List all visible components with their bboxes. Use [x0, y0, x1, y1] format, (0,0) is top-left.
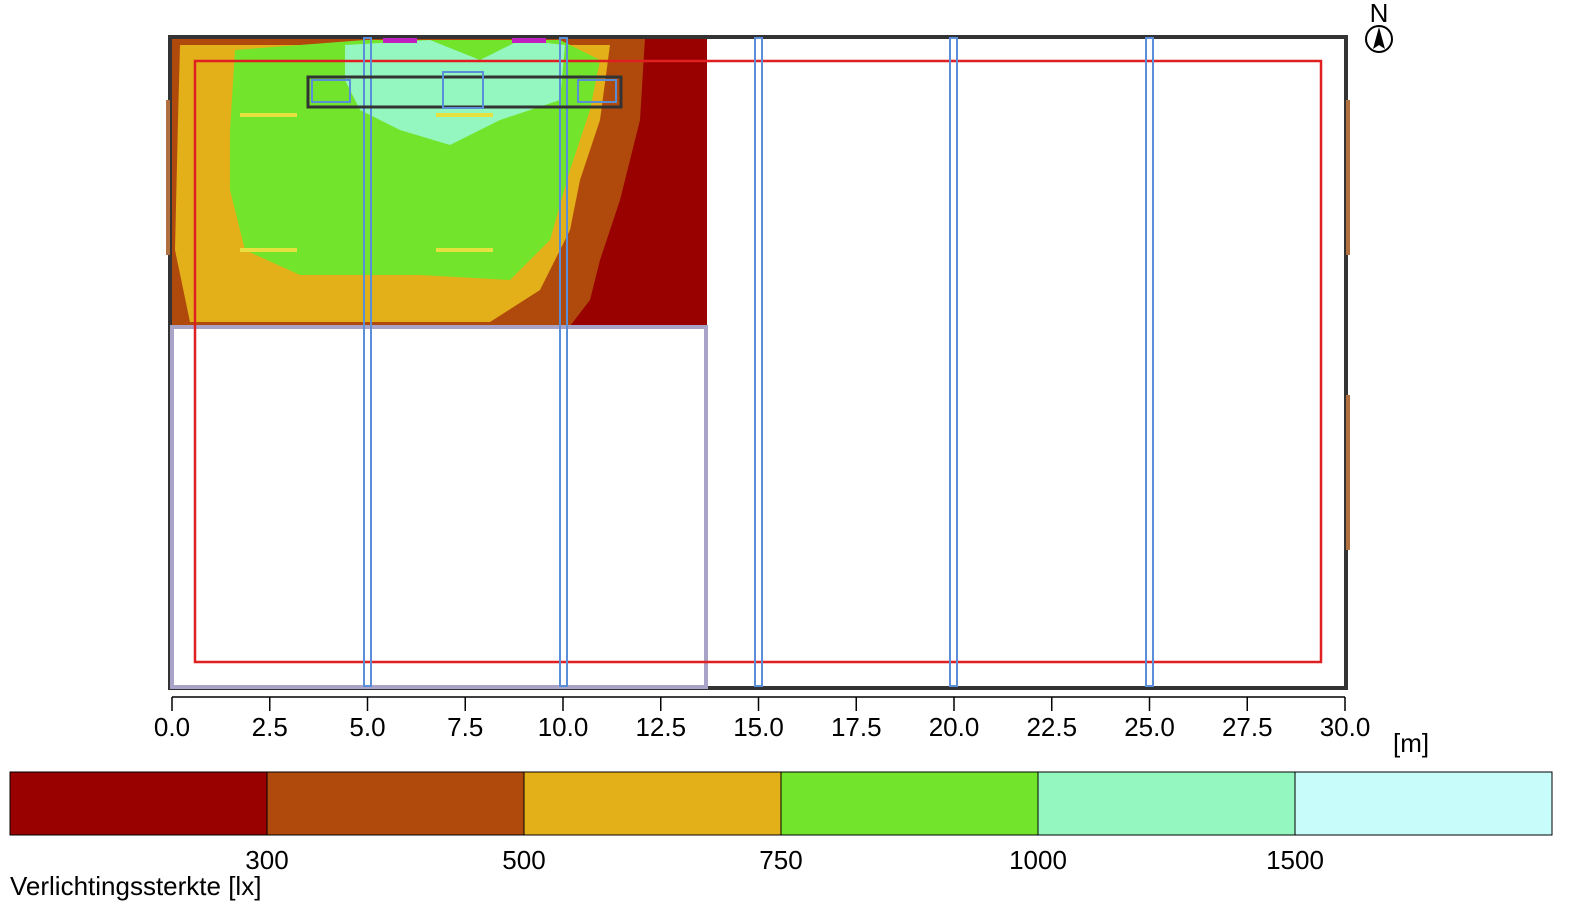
beam: [1145, 37, 1154, 687]
scale-unit: [m]: [1393, 728, 1429, 758]
luminaire: [577, 79, 617, 103]
north-label: N: [1370, 0, 1389, 28]
legend-swatch: [780, 771, 1039, 836]
beam: [363, 37, 372, 687]
legend-title: Verlichtingssterkte [lx]: [10, 871, 261, 901]
luminaires: [166, 38, 1350, 550]
luminaire: [240, 113, 297, 117]
scale-label: 12.5: [635, 712, 686, 742]
door: [166, 100, 170, 255]
window: [512, 38, 546, 43]
calculation-area: [193, 59, 1323, 664]
beam: [949, 37, 958, 687]
scale-label: 17.5: [831, 712, 882, 742]
scale-label: 7.5: [447, 712, 483, 742]
legend-label: 1000: [1009, 845, 1067, 875]
legend: 300 500 750 1000 1500: [9, 771, 1553, 875]
legend-label: 300: [245, 845, 288, 875]
window: [383, 38, 417, 43]
scale-label: 20.0: [929, 712, 980, 742]
scale-label: 27.5: [1222, 712, 1273, 742]
scale-label: 15.0: [733, 712, 784, 742]
scale-label: 10.0: [538, 712, 589, 742]
compass-needle: [1373, 27, 1385, 49]
door: [1346, 395, 1350, 550]
north-arrow: N: [1365, 0, 1393, 53]
scale-label: 22.5: [1026, 712, 1077, 742]
scale-label: 0.0: [154, 712, 190, 742]
luminaire: [311, 79, 351, 103]
sub-room: [170, 325, 708, 689]
luminaire: [240, 248, 297, 252]
scale: 0.0 2.5 5.0 7.5 10.0 12.5 15.0 17.5 20.0 22.5 25.0…: [154, 697, 1370, 742]
beam: [754, 37, 763, 687]
legend-swatch: [266, 771, 525, 836]
scale-label: 2.5: [252, 712, 288, 742]
zone-1500: [345, 40, 565, 145]
scale-label: 5.0: [349, 712, 385, 742]
luminaire: [442, 71, 484, 109]
beams: [363, 37, 1154, 687]
legend-swatch: [1037, 771, 1296, 836]
legend-label: 750: [759, 845, 802, 875]
scale-label: 25.0: [1124, 712, 1175, 742]
legend-swatch: [523, 771, 782, 836]
door: [1346, 100, 1350, 255]
beam: [559, 37, 568, 687]
heatmap: [172, 38, 707, 327]
legend-label: 1500: [1266, 845, 1324, 875]
legend-label: 500: [502, 845, 545, 875]
luminaire: [436, 113, 493, 117]
luminaire: [436, 248, 493, 252]
scale-label: 30.0: [1320, 712, 1371, 742]
legend-swatch: [1294, 771, 1553, 836]
legend-swatch: [9, 771, 268, 836]
